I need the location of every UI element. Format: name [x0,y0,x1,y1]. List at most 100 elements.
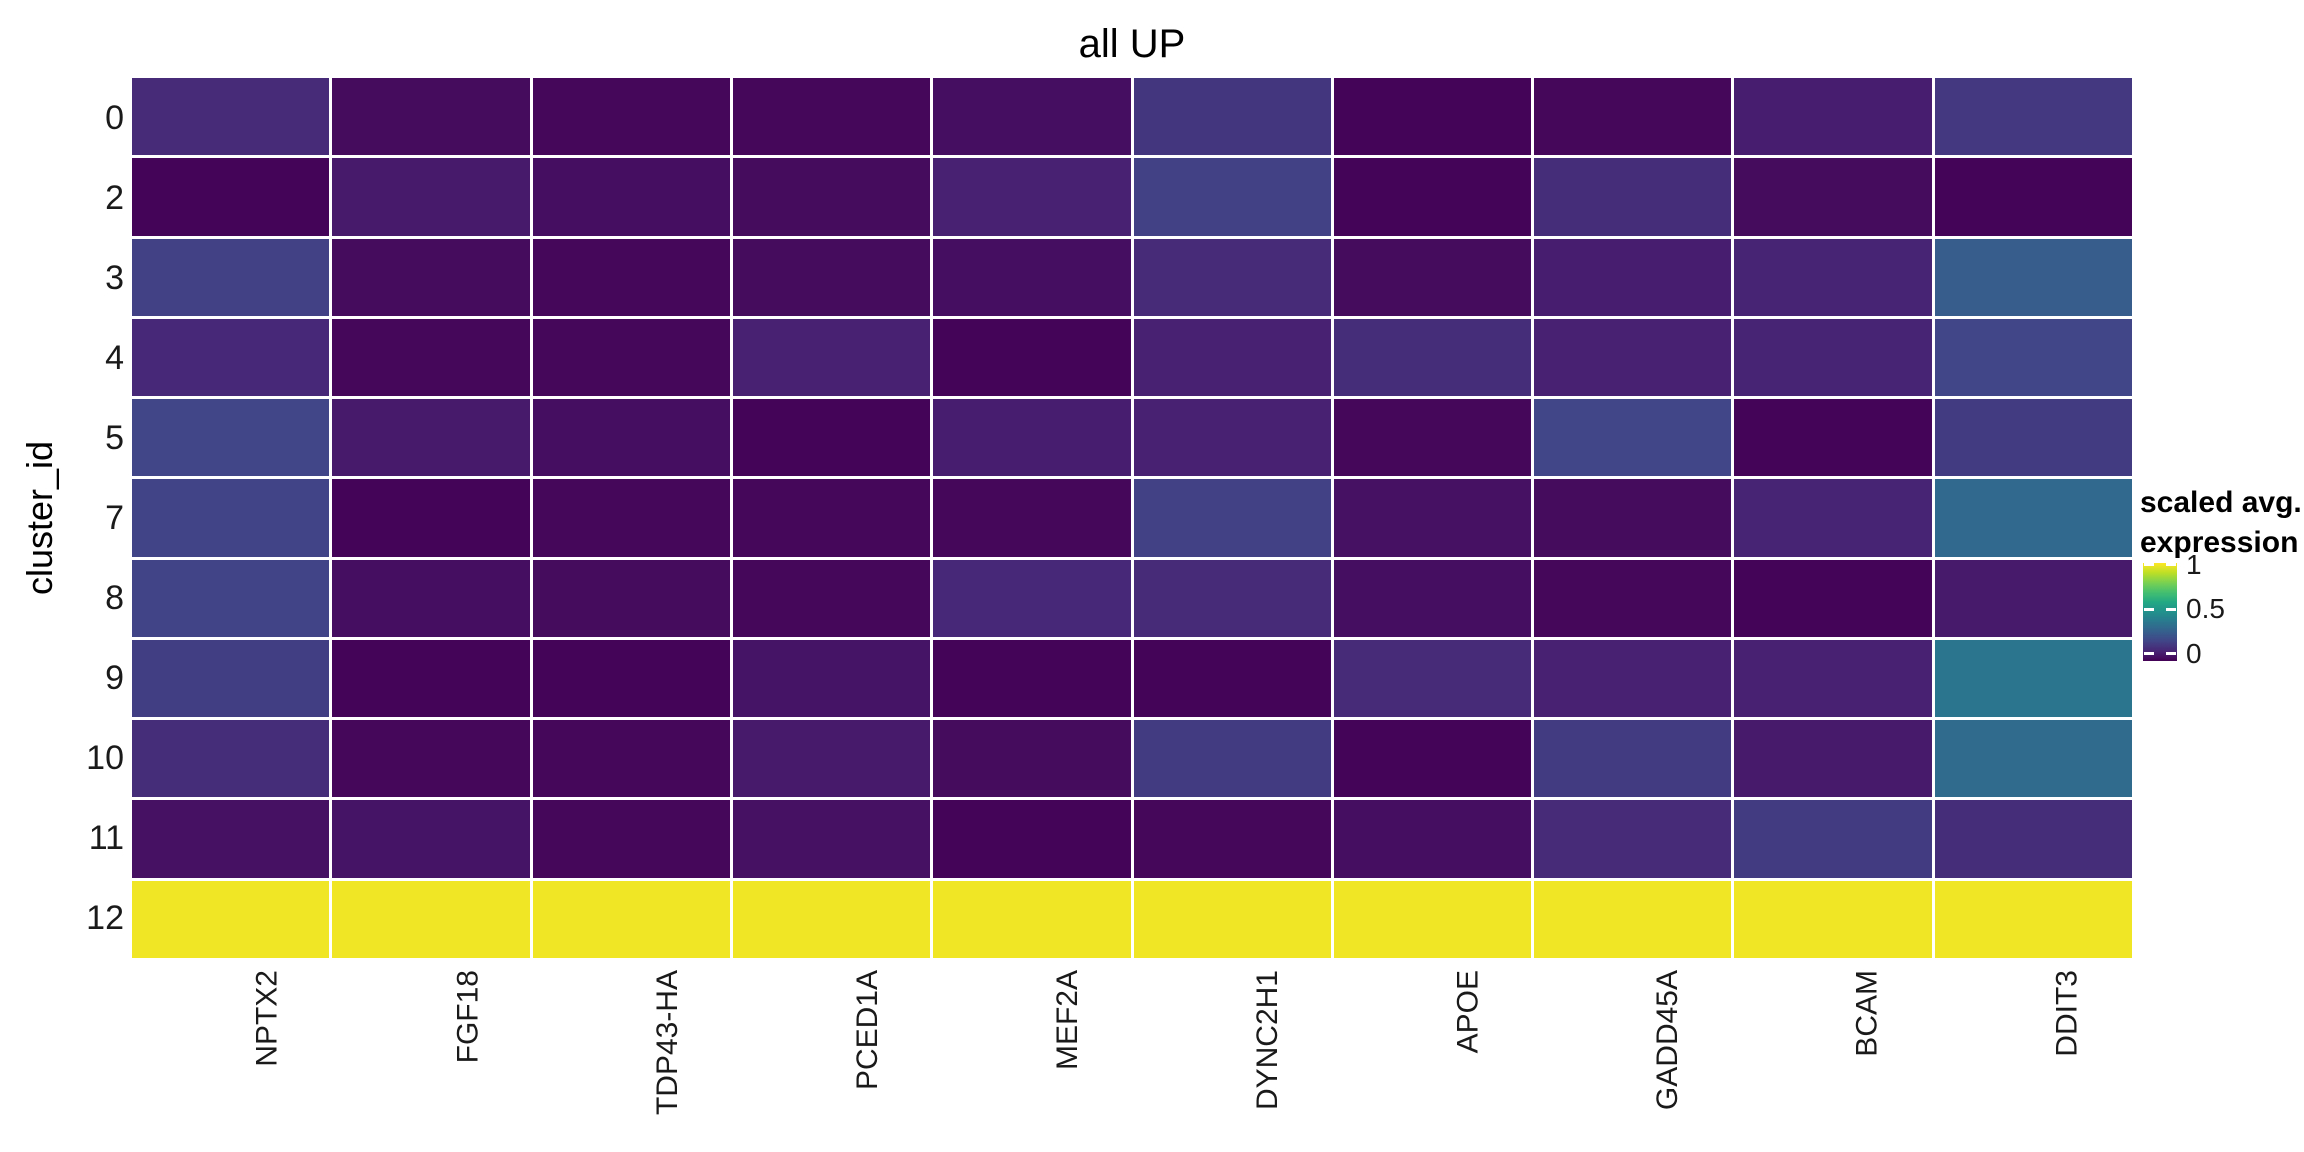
legend-tick-mark [2166,652,2176,656]
legend-title-line2: expression [2140,526,2299,559]
heatmap-cell [1734,78,1932,156]
heatmap-cell [532,880,730,958]
legend-colorbar [2143,563,2177,661]
x-tick-label: DDIT3 [2051,970,2084,1057]
plot-title: all UP [1078,22,1186,66]
y-tick-label: 4 [105,339,124,377]
heatmap-cell [1133,318,1331,397]
heatmap-cell [933,238,1131,316]
y-axis-tick-labels: 0 2 3 4 5 7 8 9 10 11 12 [0,0,124,1152]
heatmap-cell [732,559,931,637]
heatmap-cell [332,720,530,798]
heatmap-cell [1734,158,1932,236]
legend-tick-mark [2166,563,2176,567]
heatmap-cell [1934,158,2132,236]
heatmap-cell [933,639,1131,718]
heatmap-cell [1333,158,1532,236]
heatmap-cell [1534,559,1732,637]
y-tick-label: 2 [105,179,124,217]
heatmap-cell [532,399,730,477]
heatmap-cell [532,78,730,156]
x-tick-label: GADD45A [1651,970,1684,1111]
heatmap-cell [732,880,931,958]
heatmap-cell [1333,880,1532,958]
x-tick-label: APOE [1451,970,1484,1054]
y-tick-label: 9 [105,659,124,697]
legend-tick-label: 0 [2186,637,2202,669]
heatmap-cell [732,800,931,878]
heatmap-cell [1333,559,1532,637]
heatmap-cell [732,479,931,557]
heatmap-cell [1534,238,1732,316]
heatmap-cell [1534,880,1732,958]
heatmap-cell [1133,158,1331,236]
heatmap-cell [1734,559,1932,637]
legend-tick-mark [2144,563,2154,567]
legend-tick-mark [2166,607,2176,611]
heatmap-cell [732,318,931,397]
heatmap-cell [332,800,530,878]
heatmap-cell [332,158,530,236]
heatmap-cell [1133,399,1331,477]
heatmap-cell [132,479,330,557]
heatmap-cell [1333,800,1532,878]
heatmap-cell [1534,399,1732,477]
x-tick-label: MEF2A [1051,970,1084,1071]
heatmap-cell [1534,78,1732,156]
y-tick-label: 8 [105,579,124,617]
x-tick-label: DYNC2H1 [1251,970,1284,1111]
heatmap-cell [532,559,730,637]
heatmap-cell [1534,720,1732,798]
heatmap-cell [1133,720,1331,798]
heatmap-cell [132,78,330,156]
heatmap-cell [132,399,330,477]
legend-tick-mark [2144,652,2154,656]
heatmap-cell [1133,78,1331,156]
heatmap-cell [933,78,1131,156]
heatmap-cell [532,720,730,798]
heatmap-cell [1734,720,1932,798]
legend-tick-label: 0.5 [2186,593,2225,625]
y-tick-label: 12 [86,899,124,937]
heatmap-cell [532,639,730,718]
heatmap-cell [132,800,330,878]
x-tick-label: TDP43-HA [651,970,684,1116]
x-tick-label: PCED1A [851,970,884,1091]
heatmap-grid [132,78,2132,958]
heatmap-cell [1934,399,2132,477]
heatmap-cell [332,399,530,477]
heatmap-cell [1734,479,1932,557]
y-tick-label: 7 [105,499,124,537]
legend-tick-label: 1 [2186,548,2202,580]
heatmap-cell [132,639,330,718]
y-tick-label: 3 [105,259,124,297]
heatmap-cell [532,158,730,236]
heatmap-cell [1333,78,1532,156]
x-axis-tick-labels: NPTX2 FGF18 TDP43-HA PCED1A MEF2A DYNC2H1 APOE… [0,970,2304,1152]
heatmap-cell [132,880,330,958]
legend-tick-mark [2144,607,2154,611]
heatmap-cell [732,720,931,798]
heatmap-cell [933,479,1131,557]
heatmap-cell [132,559,330,637]
heatmap-cell [532,479,730,557]
heatmap-cell [1133,238,1331,316]
heatmap-cell [1934,720,2132,798]
heatmap-cell [132,238,330,316]
heatmap-cell [732,639,931,718]
heatmap-cell [1934,479,2132,557]
legend-title-line1: scaled avg. [2140,486,2302,519]
heatmap-cell [1133,479,1331,557]
heatmap-cell [332,880,530,958]
heatmap-cell [1734,639,1932,718]
heatmap-cell [332,559,530,637]
heatmap-cell [132,318,330,397]
heatmap-cell [933,399,1131,477]
heatmap-cell [1734,238,1932,316]
heatmap-cell [132,158,330,236]
legend: scaled avg. expression 1 0.5 0 [2134,480,2304,720]
heatmap-cell [1333,639,1532,718]
heatmap-cell [532,238,730,316]
heatmap-cell [933,158,1131,236]
heatmap-cell [933,559,1131,637]
